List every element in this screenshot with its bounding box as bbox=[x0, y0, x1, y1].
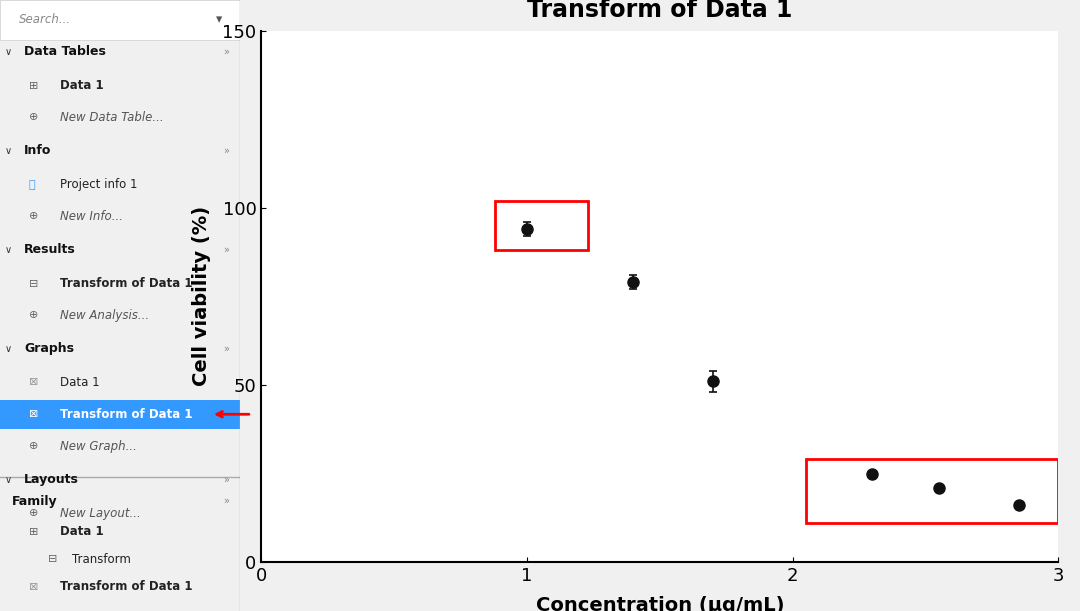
Text: Data 1: Data 1 bbox=[60, 525, 104, 538]
Text: ⊟: ⊟ bbox=[29, 279, 38, 288]
Text: »: » bbox=[222, 496, 229, 506]
Text: ⊕: ⊕ bbox=[29, 310, 38, 320]
Bar bbox=[495, 200, 589, 251]
Text: Info: Info bbox=[24, 144, 52, 158]
Text: Family: Family bbox=[12, 494, 57, 508]
Text: ⊠: ⊠ bbox=[29, 582, 38, 591]
Text: New Info...: New Info... bbox=[60, 210, 123, 223]
Text: ∨: ∨ bbox=[4, 245, 12, 255]
Text: Graphs: Graphs bbox=[24, 342, 73, 356]
Text: New Analysis...: New Analysis... bbox=[60, 309, 149, 322]
Text: New Graph...: New Graph... bbox=[60, 439, 137, 453]
Text: New Layout...: New Layout... bbox=[60, 507, 140, 520]
Y-axis label: Cell viability (%): Cell viability (%) bbox=[192, 207, 212, 386]
Text: ▾: ▾ bbox=[216, 13, 222, 26]
Text: Data Tables: Data Tables bbox=[24, 45, 106, 59]
Bar bbox=[806, 459, 1058, 523]
Title: Transform of Data 1: Transform of Data 1 bbox=[527, 0, 793, 21]
Text: Search...: Search... bbox=[19, 13, 71, 26]
Text: ∨: ∨ bbox=[4, 47, 12, 57]
Text: »: » bbox=[222, 475, 229, 485]
Text: Transform of Data 1: Transform of Data 1 bbox=[60, 580, 192, 593]
Text: ⊕: ⊕ bbox=[29, 112, 38, 122]
Text: ⓘ: ⓘ bbox=[29, 180, 36, 189]
FancyBboxPatch shape bbox=[0, 0, 240, 40]
Text: ∨: ∨ bbox=[4, 344, 12, 354]
Text: Transform of Data 1: Transform of Data 1 bbox=[60, 277, 192, 290]
Text: ∨: ∨ bbox=[4, 475, 12, 485]
X-axis label: Concentration (μg/mL): Concentration (μg/mL) bbox=[536, 596, 784, 611]
Text: ⊕: ⊕ bbox=[29, 211, 38, 221]
Text: Transform: Transform bbox=[72, 552, 131, 566]
Text: »: » bbox=[222, 146, 229, 156]
Text: ⊞: ⊞ bbox=[29, 81, 38, 90]
Text: Project info 1: Project info 1 bbox=[60, 178, 137, 191]
Text: Data 1: Data 1 bbox=[60, 79, 104, 92]
Text: ∨: ∨ bbox=[4, 146, 12, 156]
Text: ⊟: ⊟ bbox=[48, 554, 57, 564]
Text: Results: Results bbox=[24, 243, 76, 257]
Text: »: » bbox=[222, 47, 229, 57]
Text: Layouts: Layouts bbox=[24, 473, 79, 486]
Text: New Data Table...: New Data Table... bbox=[60, 111, 163, 124]
Text: Transform of Data 1: Transform of Data 1 bbox=[60, 408, 192, 421]
Text: »: » bbox=[222, 344, 229, 354]
Text: ⊠: ⊠ bbox=[29, 409, 38, 419]
Text: ⊕: ⊕ bbox=[29, 441, 38, 451]
Text: ⊕: ⊕ bbox=[29, 508, 38, 518]
Text: »: » bbox=[222, 245, 229, 255]
Text: ⊠: ⊠ bbox=[29, 378, 38, 387]
Text: ⊞: ⊞ bbox=[29, 527, 38, 536]
Text: Data 1: Data 1 bbox=[60, 376, 99, 389]
FancyBboxPatch shape bbox=[0, 400, 240, 429]
